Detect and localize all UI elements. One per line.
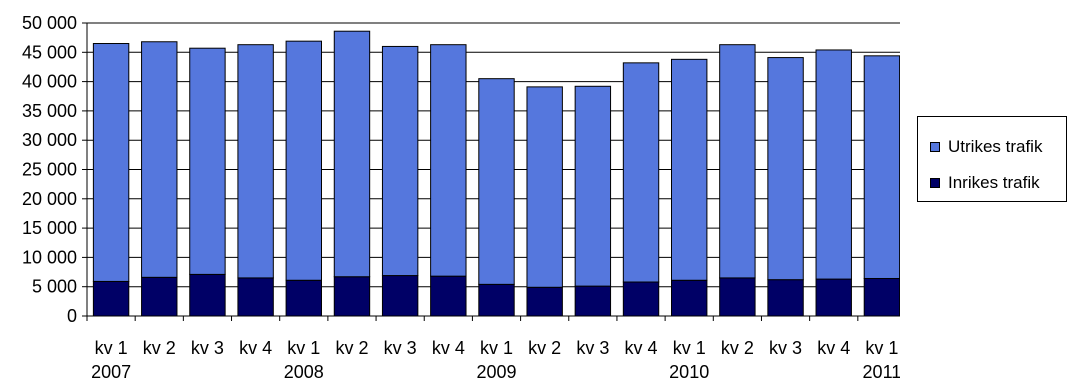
- year-label: 2009: [476, 362, 516, 380]
- bar-utrikes: [141, 41, 178, 278]
- bar-utrikes: [478, 78, 515, 285]
- y-tick-label: 40 000: [22, 72, 77, 92]
- x-category-label: kv 4: [625, 338, 658, 358]
- x-category-label: kv 1: [865, 338, 898, 358]
- bar-utrikes: [671, 58, 708, 281]
- bar-inrikes: [189, 273, 226, 317]
- year-labels: 2007 2008 2009 2010 2011: [91, 362, 900, 380]
- bar-utrikes: [381, 45, 419, 277]
- bar-utrikes: [622, 62, 660, 283]
- bar-inrikes: [526, 286, 563, 317]
- bar-inrikes: [863, 277, 900, 317]
- y-tick-label: 45 000: [22, 42, 77, 62]
- legend-swatch-utrikes: [930, 142, 940, 152]
- x-category-label: kv 4: [432, 338, 465, 358]
- x-category-label: kv 2: [528, 338, 561, 358]
- legend-label-inrikes: Inrikes trafik: [948, 173, 1040, 192]
- bar-utrikes: [767, 57, 804, 281]
- legend-label-utrikes: Utrikes trafik: [948, 137, 1043, 156]
- bar-inrikes: [333, 276, 371, 317]
- y-tick-labels: 0 5 000 10 000 15 000 20 000 25 000 30 000 35 0…: [22, 13, 77, 326]
- x-category-label: kv 1: [95, 338, 128, 358]
- y-tick-label: 25 000: [22, 160, 77, 180]
- stacked-bar-chart: 0 5 000 10 000 15 000 20 000 25 000 30 000 35 0…: [22, 13, 900, 380]
- y-tick-label: 10 000: [22, 247, 77, 267]
- bar-inrikes: [719, 277, 756, 317]
- bar-inrikes: [622, 281, 660, 317]
- x-category-label: kv 4: [817, 338, 850, 358]
- bar-utrikes: [285, 40, 322, 281]
- legend-item-inrikes: Inrikes trafik: [930, 173, 1040, 193]
- year-label: 2011: [863, 362, 900, 380]
- bar-utrikes: [92, 43, 130, 282]
- year-label: 2010: [669, 362, 709, 380]
- legend-item-utrikes: Utrikes trafik: [930, 137, 1042, 157]
- bars: [92, 30, 900, 317]
- x-category-label: kv 1: [673, 338, 706, 358]
- y-tick-label: 35 000: [22, 101, 77, 121]
- y-tick-label: 30 000: [22, 130, 77, 150]
- bar-inrikes: [767, 279, 804, 317]
- bar-utrikes: [189, 47, 226, 275]
- x-category-label: kv 2: [143, 338, 176, 358]
- bar-utrikes: [574, 85, 612, 287]
- legend: Utrikes trafik Inrikes trafik: [917, 116, 1067, 202]
- bar-inrikes: [285, 279, 322, 317]
- bar-utrikes: [333, 30, 371, 278]
- axes: [82, 22, 900, 321]
- year-label: 2008: [284, 362, 324, 380]
- bar-inrikes: [815, 278, 852, 317]
- bar-inrikes: [574, 285, 612, 317]
- bar-inrikes: [478, 283, 515, 317]
- x-category-labels: kv 1 kv 2 kv 3 kv 4 kv 1 kv 2 kv 3 kv 4 kv 1 kv 2…: [95, 338, 899, 358]
- x-category-label: kv 2: [721, 338, 754, 358]
- bar-utrikes: [863, 55, 900, 279]
- x-category-label: kv 2: [335, 338, 368, 358]
- bar-utrikes: [719, 44, 756, 279]
- legend-swatch-inrikes: [930, 178, 940, 188]
- bar-inrikes: [381, 275, 419, 317]
- x-category-label: kv 1: [287, 338, 320, 358]
- x-category-label: kv 3: [769, 338, 802, 358]
- y-tick-label: 0: [67, 306, 77, 326]
- bar-utrikes: [526, 86, 563, 288]
- bar-utrikes: [815, 49, 852, 280]
- bar-inrikes: [237, 277, 274, 317]
- y-tick-label: 20 000: [22, 189, 77, 209]
- year-label: 2007: [91, 362, 131, 380]
- x-category-label: kv 4: [239, 338, 272, 358]
- bar-inrikes: [671, 279, 708, 317]
- bar-utrikes: [237, 44, 274, 279]
- y-tick-label: 15 000: [22, 218, 77, 238]
- x-category-label: kv 3: [576, 338, 609, 358]
- x-category-label: kv 3: [384, 338, 417, 358]
- bar-inrikes: [430, 275, 467, 317]
- y-tick-label: 5 000: [32, 277, 77, 297]
- x-category-label: kv 3: [191, 338, 224, 358]
- bar-inrikes: [141, 276, 178, 317]
- x-category-label: kv 1: [480, 338, 513, 358]
- bar-utrikes: [430, 44, 467, 277]
- y-tick-label: 50 000: [22, 13, 77, 33]
- bar-inrikes: [92, 280, 130, 317]
